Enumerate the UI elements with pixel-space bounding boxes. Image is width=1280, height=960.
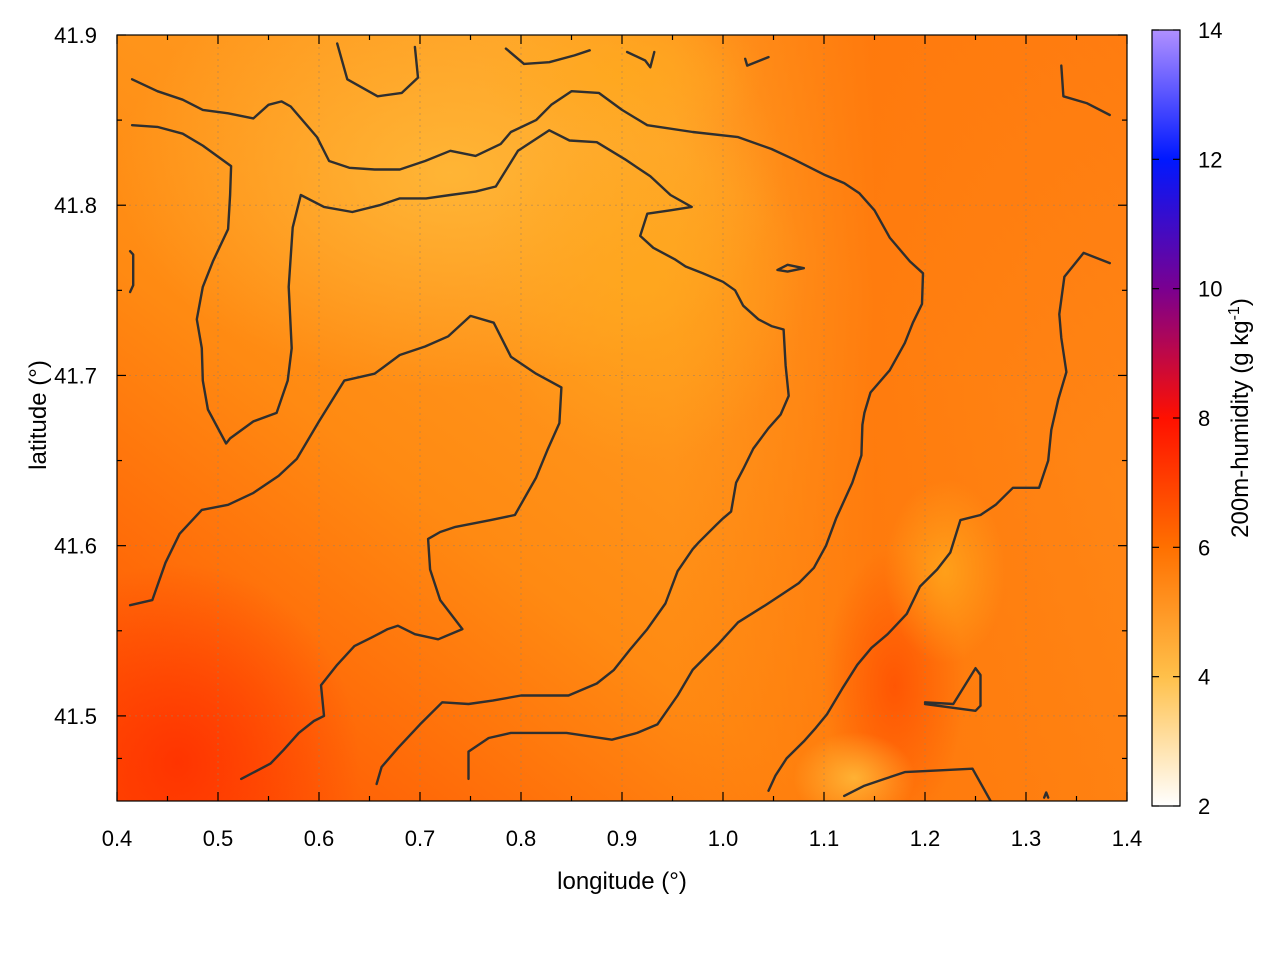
x-axis-title: longitude (°)	[557, 868, 687, 895]
colorbar-tick-label: 14	[1198, 18, 1222, 43]
x-tick-label: 0.9	[607, 826, 638, 851]
colorbar-tick-label: 8	[1198, 406, 1210, 431]
x-tick-label: 0.7	[405, 826, 436, 851]
x-tick-label: 1.4	[1112, 826, 1143, 851]
contour-lines	[128, 42, 1111, 801]
contour-line	[625, 50, 656, 69]
x-tick-label: 1.2	[910, 826, 941, 851]
x-axis-ticks: 0.4 0.5 0.6 0.7 0.8 0.9 1.0 1.1 1.2 1.3 1.4	[102, 35, 1143, 851]
colorbar-title-end: )	[1227, 298, 1254, 306]
contour-line	[1043, 791, 1050, 799]
colorbar-tick-label: 12	[1198, 147, 1222, 172]
y-tick-label: 41.8	[54, 193, 97, 218]
x-tick-label: 1.3	[1011, 826, 1042, 851]
colorbar-title-sup: -1	[1226, 306, 1243, 320]
y-tick-label: 41.7	[54, 363, 97, 388]
x-tick-label: 0.6	[304, 826, 335, 851]
contour-line	[130, 124, 790, 786]
y-tick-label: 41.6	[54, 534, 97, 559]
colorbar: 2 4 6 8 10 12 14	[1151, 18, 1222, 819]
x-tick-label: 1.0	[708, 826, 739, 851]
y-tick-label: 41.9	[54, 23, 97, 48]
x-tick-label: 0.5	[203, 826, 234, 851]
x-tick-label: 0.8	[506, 826, 537, 851]
contour-line	[128, 314, 563, 781]
colorbar-tick-label: 2	[1198, 794, 1210, 819]
heat-dry-south	[793, 732, 915, 801]
contour-line	[130, 78, 925, 781]
y-tick-label: 41.5	[54, 704, 97, 729]
y-axis-title: latitude (°)	[25, 360, 52, 470]
y-axis-ticks: 41.5 41.6 41.7 41.8 41.9	[54, 23, 1127, 760]
colorbar-title-main: 200m-humidity (g kg	[1227, 320, 1254, 537]
contour-line	[843, 767, 992, 801]
contour-line	[776, 263, 805, 273]
contour-line	[923, 667, 982, 712]
colorbar-title: 200m-humidity (g kg-1)	[1226, 298, 1254, 538]
contour-line	[128, 250, 135, 294]
contour-line	[744, 55, 770, 67]
contour-line	[504, 47, 591, 66]
heat-dry-southeast	[884, 479, 1006, 664]
colorbar-tick-label: 4	[1198, 665, 1210, 690]
contour-line	[1060, 64, 1111, 117]
heat-dry-top	[480, 35, 764, 150]
heatmap-field	[117, 35, 1127, 801]
contour-line	[767, 251, 1111, 792]
x-tick-label: 1.1	[809, 826, 840, 851]
contour-line	[336, 42, 420, 98]
colorbar-tick-label: 6	[1198, 535, 1210, 560]
heat-moist-southwest	[117, 563, 360, 801]
heat-dry-center	[480, 96, 804, 464]
colorbar-tick-label: 10	[1198, 277, 1222, 302]
x-tick-label: 0.4	[102, 826, 133, 851]
